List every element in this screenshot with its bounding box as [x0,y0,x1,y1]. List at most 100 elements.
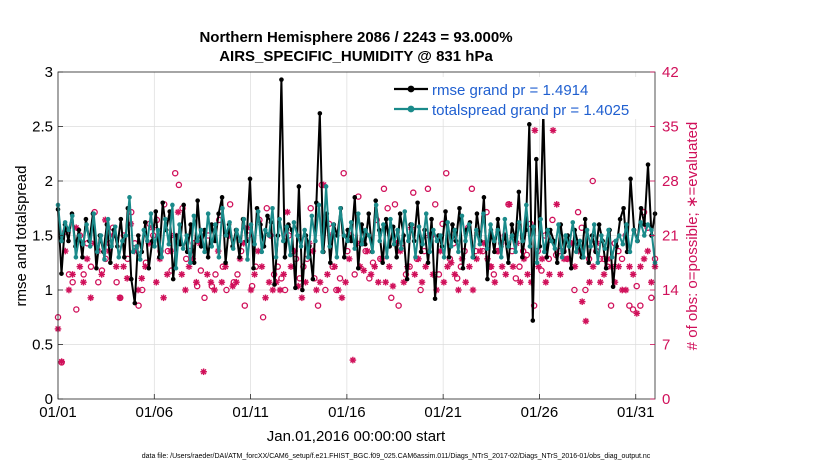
series-point [415,200,420,206]
series-point [631,227,636,233]
obs-possible-marker [69,278,76,286]
series-point [69,213,75,219]
obs-possible-marker [523,251,531,259]
obs-possible-marker [340,169,347,177]
right-y-tick-label: 0 [662,391,670,408]
series-point [241,216,247,222]
obs-evaluated-marker [280,271,287,278]
series-point [160,200,166,206]
obs-evaluated-marker [542,278,550,286]
chart-title-line2: AIRS_SPECIFIC_HUMIDITY @ 831 hPa [219,48,493,65]
series-point [251,265,256,271]
series-point [420,241,425,247]
series-point [366,233,372,238]
obs-evaluated-marker [233,278,240,286]
series-point [348,238,354,244]
series-point [559,254,565,260]
legend-spread-marker [407,105,415,113]
right-y-tick-labels: 0 7 14 21 28 35 42 [662,64,679,408]
series-point [599,233,604,238]
series-point [317,111,323,116]
series-point [202,249,207,255]
obs-evaluated-marker [262,294,269,302]
series-point [363,227,368,233]
series-point [627,249,633,255]
series-point [634,238,640,244]
obs-evaluated-marker [553,201,561,208]
y-tick-label: 2.5 [32,119,53,136]
series-point [265,213,270,219]
series-point [309,213,315,219]
obs-possible-marker [582,286,589,294]
series-point [495,227,501,233]
series-point [586,260,591,266]
obs-evaluated-marker [298,294,306,302]
series-point [198,227,204,233]
obs-evaluated-marker [193,278,200,286]
series-point [534,260,540,266]
series-point [603,265,609,271]
series-point [305,254,311,260]
series-point [248,222,254,227]
series-point [205,211,211,216]
obs-evaluated-marker [69,271,76,278]
y-tick-label: 1 [45,282,53,299]
series-point [380,260,385,266]
obs-evaluated-marker [447,259,455,267]
obs-evaluated-marker [203,271,211,278]
series-point [296,184,302,189]
series-point [416,224,422,230]
obs-evaluated-marker [578,298,586,305]
series-point [59,238,64,244]
obs-possible-marker [263,204,271,212]
obs-evaluated-marker [112,263,120,270]
obs-possible-marker [637,302,644,309]
obs-evaluated-marker [152,278,160,286]
series-point [247,176,253,182]
series-point [527,122,532,127]
series-point [621,205,626,211]
obs-possible-marker [135,302,142,309]
series-point [429,216,434,222]
series-point [443,209,448,214]
obs-possible-marker [633,282,640,290]
series-point [98,233,104,238]
series-point [484,246,490,251]
series-point [432,296,438,302]
obs-possible-marker [574,208,582,216]
series-point [162,216,168,222]
obs-evaluated-marker [116,294,124,302]
obs-evaluated-marker [589,263,597,270]
series-point [87,244,93,249]
series-point [370,249,375,255]
obs-evaluated-marker [200,368,207,376]
series-point [563,233,568,238]
series-point [516,189,522,195]
y-tick-label: 0.5 [32,337,53,354]
obs-possible-marker [395,302,402,309]
series-point [341,233,347,238]
obs-evaluated-marker [222,263,229,270]
series-point [135,233,141,238]
obs-possible-marker [648,294,655,302]
obs-evaluated-marker [360,267,368,274]
series-point [177,222,182,227]
series-point [195,238,200,244]
series-point [129,276,134,282]
series-point [272,282,277,287]
obs-possible-marker [314,302,322,309]
series-point [227,220,232,225]
series-point [383,216,389,222]
obs-evaluated-marker [364,247,371,255]
series-point [381,222,386,227]
series-point [76,227,82,233]
series-point [488,222,493,227]
series-point [595,260,601,266]
series-point [616,233,622,238]
series-point [341,254,347,260]
obs-possible-marker [113,278,120,286]
series-point [273,254,279,260]
series-point [187,260,193,266]
series-point [191,260,197,266]
